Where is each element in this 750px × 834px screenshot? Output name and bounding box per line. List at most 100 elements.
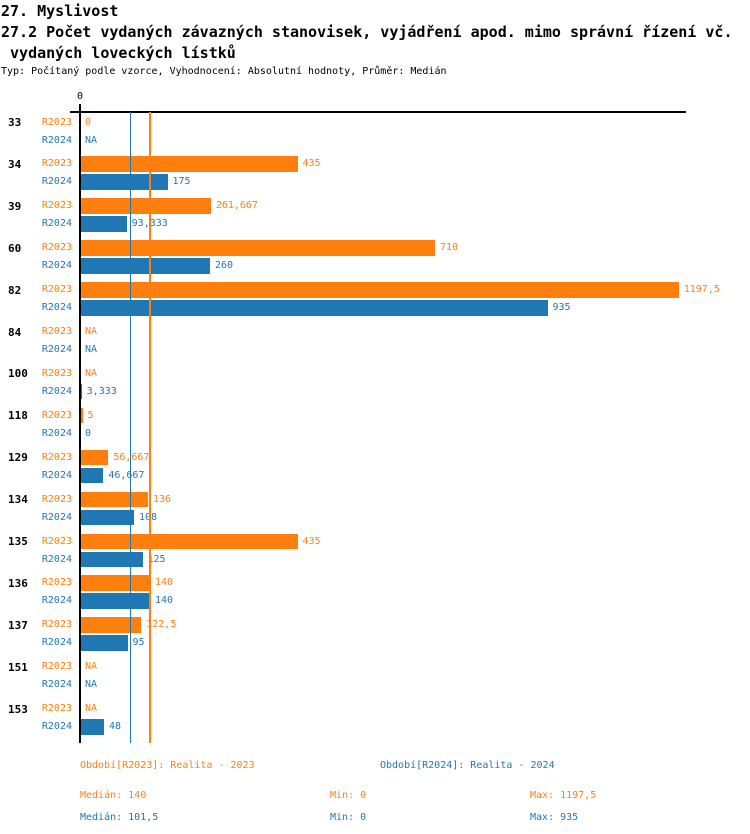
bar-R2024-100 <box>81 383 82 400</box>
series-label: R2024 <box>41 344 72 355</box>
series-label: R2024 <box>41 721 72 733</box>
series-label: R2024 <box>41 469 72 481</box>
value-label: NA <box>85 134 98 146</box>
x-axis-line <box>70 111 686 113</box>
category-label: 137 <box>8 618 28 632</box>
bar-R2024-136 <box>81 593 150 609</box>
series-label: R2023 <box>41 661 72 673</box>
category-label: 153 <box>8 702 28 716</box>
y-axis-line <box>78 104 82 743</box>
bar-R2024-134 <box>81 509 134 526</box>
bar-R2024-137 <box>81 635 128 651</box>
value-label: NA <box>85 703 98 715</box>
category-label: 60 <box>8 241 22 255</box>
category-label: 100 <box>8 367 28 381</box>
chart-title-line-2: 27.2 Počet vydaných závazných stanovisek… <box>1 23 733 41</box>
value-label: 3,333 <box>86 385 117 397</box>
series-label: R2024 <box>41 134 72 146</box>
bar-R2023-34 <box>81 156 298 172</box>
value-label: 140 <box>155 577 174 589</box>
series-label: R2023 <box>41 493 72 505</box>
value-label: 125 <box>147 553 166 565</box>
stat-max-2024: Max: 935 <box>530 812 579 823</box>
chart-title-line-3: vydaných loveckých lístků <box>1 44 236 62</box>
value-label: 260 <box>215 260 234 272</box>
series-label: R2023 <box>41 619 72 631</box>
category-label: 33 <box>8 116 22 129</box>
bar-R2023-136 <box>81 575 150 591</box>
value-label: 136 <box>153 493 172 505</box>
bar-R2023-135 <box>81 533 298 549</box>
category-label: 134 <box>8 493 28 507</box>
series-label: R2023 <box>41 451 72 463</box>
bar-R2023-137 <box>81 617 142 633</box>
bar-R2024-34 <box>81 174 168 190</box>
value-label: 46,667 <box>108 469 145 481</box>
series-label: R2024 <box>41 595 72 607</box>
bar-R2024-129 <box>81 467 104 484</box>
chart-title-line-1: 27. Myslivost <box>1 2 119 20</box>
series-label: R2023 <box>41 577 72 589</box>
value-label: 175 <box>172 176 191 188</box>
stat-min-2024: Min: 0 <box>330 812 367 823</box>
bar-R2023-134 <box>81 491 148 508</box>
category-label: 151 <box>8 660 28 674</box>
value-label: 108 <box>139 511 158 523</box>
value-label: NA <box>85 326 98 337</box>
series-label: R2023 <box>41 200 72 212</box>
category-label: 129 <box>8 451 28 465</box>
category-label: 136 <box>8 576 28 590</box>
legend-series-2023: Období[R2023]: Realita - 2023 <box>80 760 255 771</box>
category-label: 118 <box>8 409 28 423</box>
series-label: R2023 <box>41 116 72 128</box>
series-label: R2023 <box>41 535 72 547</box>
x-axis-tick-zero: 0 <box>76 91 84 102</box>
series-label: R2024 <box>41 679 72 691</box>
value-label: 710 <box>440 242 459 254</box>
bar-R2024-39 <box>81 216 127 232</box>
value-label: 261,667 <box>215 200 258 212</box>
value-label: 935 <box>552 302 571 314</box>
series-label: R2023 <box>41 158 72 170</box>
series-label: R2023 <box>41 242 72 254</box>
series-label: R2024 <box>41 218 72 230</box>
series-label: R2024 <box>41 427 72 439</box>
stat-median-2024: Medián: 101,5 <box>80 812 159 823</box>
bar-R2023-60 <box>81 240 435 256</box>
series-label: R2024 <box>41 511 72 523</box>
series-label: R2024 <box>41 302 72 314</box>
value-label: 48 <box>109 721 122 733</box>
bar-R2023-118 <box>81 407 83 424</box>
bar-R2024-135 <box>81 551 143 567</box>
value-label: 435 <box>302 158 321 170</box>
series-label: R2024 <box>41 260 72 272</box>
value-label: NA <box>85 367 98 379</box>
series-label: R2024 <box>41 553 72 565</box>
category-label: 82 <box>8 283 22 297</box>
series-label: R2023 <box>41 326 72 337</box>
value-label: 140 <box>155 595 174 607</box>
value-label: 5 <box>87 409 94 421</box>
stat-max-2023: Max: 1197,5 <box>530 790 597 801</box>
bar-R2024-60 <box>81 258 210 274</box>
value-label: 1197,5 <box>683 284 720 296</box>
value-label: NA <box>85 661 98 673</box>
chart-meta-line: Typ: Počítaný podle vzorce, Vyhodnocení:… <box>1 66 447 77</box>
bar-R2023-129 <box>81 449 109 466</box>
bar-R2024-82 <box>81 300 548 316</box>
median-line-R2023 <box>149 112 151 743</box>
series-label: R2023 <box>41 703 72 715</box>
category-label: 34 <box>8 157 22 171</box>
median-line-R2024 <box>130 112 132 743</box>
value-label: 122,5 <box>146 619 177 631</box>
bar-R2024-153 <box>81 719 104 735</box>
category-label: 135 <box>8 535 28 548</box>
series-label: R2024 <box>41 637 72 649</box>
bar-R2023-39 <box>81 198 211 214</box>
series-label: R2024 <box>41 176 72 188</box>
value-label: NA <box>85 344 98 355</box>
value-label: 0 <box>85 427 92 439</box>
legend-series-2024: Období[R2024]: Realita - 2024 <box>380 760 555 771</box>
